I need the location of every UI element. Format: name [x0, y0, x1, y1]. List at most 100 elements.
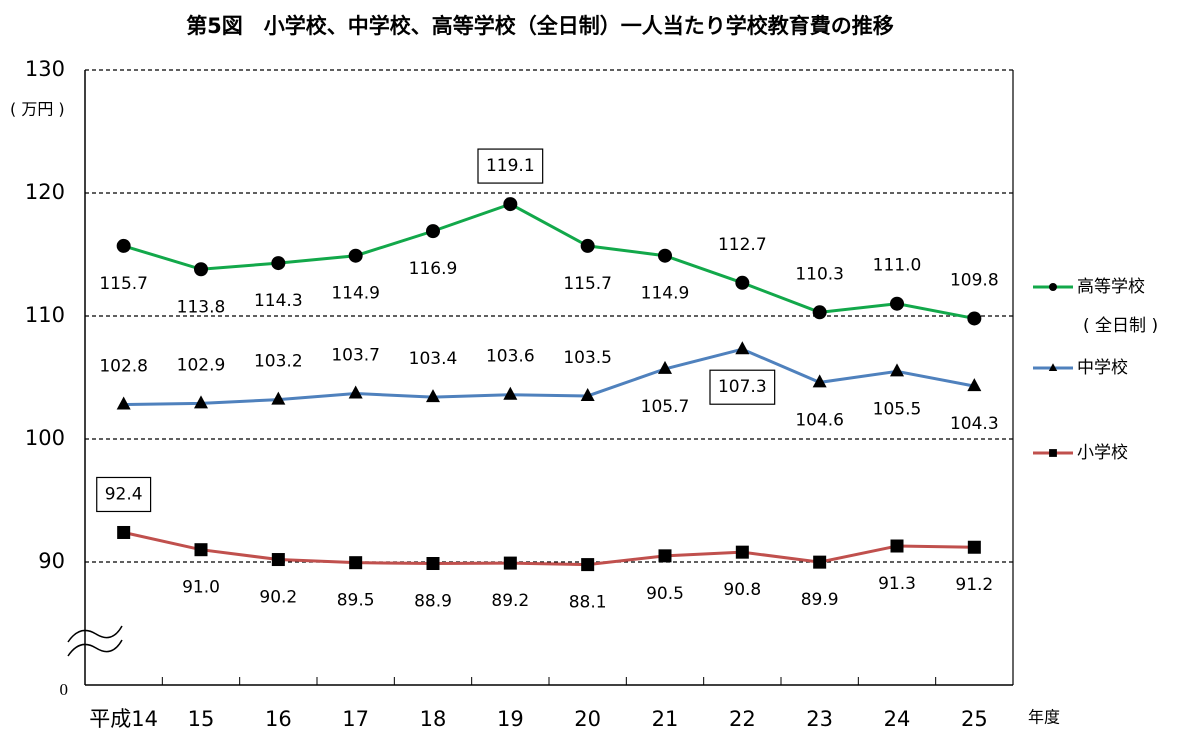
data-label: 88.1: [569, 593, 607, 613]
legend-marker: [1049, 283, 1057, 291]
point: [348, 248, 363, 263]
legend-label: 中学校: [1077, 358, 1128, 378]
legend-label: 小学校: [1077, 443, 1128, 463]
data-label: 90.8: [723, 580, 761, 600]
x-tick-label: 19: [497, 707, 524, 731]
y-tick-label: 130: [25, 57, 65, 81]
point: [194, 543, 208, 557]
label-box: [96, 476, 152, 513]
point: [735, 275, 750, 290]
data-label: 104.3: [950, 414, 999, 434]
data-label: 114.9: [331, 284, 380, 304]
data-label: 112.7: [718, 235, 767, 255]
y-tick-label: 0: [60, 680, 69, 699]
data-label: 114.3: [254, 291, 303, 311]
x-tick-label: 平成14: [89, 707, 158, 731]
point: [967, 311, 982, 326]
data-label: 107.3: [718, 377, 767, 397]
data-label: 111.0: [873, 256, 922, 276]
data-label: 119.1: [486, 156, 535, 176]
axis-break: [67, 625, 123, 657]
data-label: 102.9: [177, 355, 226, 375]
point: [658, 549, 672, 563]
data-label: 102.8: [99, 357, 148, 377]
data-label: 104.6: [795, 410, 844, 430]
point: [503, 197, 518, 212]
data-label: 115.7: [99, 274, 148, 294]
data-label: 103.5: [563, 348, 612, 368]
legend-label: 高等学校: [1077, 277, 1145, 297]
series-line: [123, 531, 975, 567]
point: [581, 558, 595, 572]
point: [426, 557, 440, 571]
point: [426, 224, 440, 239]
data-label: 109.8: [950, 270, 999, 290]
data-label: 116.9: [409, 259, 458, 279]
point: [580, 387, 595, 401]
series-line: [123, 202, 975, 320]
point: [735, 545, 749, 559]
series-line: [123, 347, 975, 407]
x-axis-label: 年度: [1028, 708, 1060, 727]
x-tick-label: 23: [806, 707, 833, 731]
x-tick-label: 24: [884, 707, 911, 731]
label-box: [709, 369, 776, 405]
data-label: 91.2: [955, 575, 993, 595]
data-label: 115.7: [563, 274, 612, 294]
y-axis-label: ( 万円 ): [10, 100, 65, 119]
data-label: 91.3: [878, 574, 916, 594]
point: [890, 363, 904, 377]
data-label: 105.7: [641, 397, 690, 417]
data-label: 103.6: [486, 347, 535, 367]
label-box: [477, 148, 544, 184]
legend-marker: [1048, 363, 1058, 371]
y-tick-label: 100: [25, 426, 65, 450]
x-tick-label: 18: [420, 707, 447, 731]
point: [271, 391, 286, 405]
point: [658, 248, 672, 263]
x-tick-label: 20: [574, 707, 601, 731]
data-label: 91.0: [182, 578, 220, 598]
point: [812, 305, 827, 320]
point: [348, 385, 363, 399]
y-tick-label: 120: [25, 180, 65, 204]
x-tick-label: 15: [188, 707, 215, 731]
data-label: 103.2: [254, 352, 303, 372]
legend-marker: [1049, 449, 1057, 457]
point: [580, 238, 595, 253]
point: [503, 556, 517, 570]
legend-note: ( 全日制 ): [1083, 316, 1158, 336]
point: [349, 556, 363, 570]
point: [194, 262, 208, 277]
point: [117, 525, 131, 539]
data-label: 114.9: [641, 284, 690, 304]
x-tick-label: 17: [342, 707, 369, 731]
chart-title: 第5図 小学校、中学校、高等学校（全日制）一人当たり学校教育費の推移: [186, 14, 894, 38]
point: [426, 389, 440, 403]
point: [812, 374, 827, 388]
point: [658, 360, 672, 374]
point: [116, 238, 131, 253]
data-label: 88.9: [414, 592, 452, 612]
y-tick-label: 110: [25, 303, 65, 327]
data-label: 89.2: [491, 591, 529, 611]
point: [735, 341, 750, 355]
y-tick-label: 90: [38, 549, 65, 573]
data-label: 92.4: [105, 484, 143, 504]
point: [813, 555, 827, 569]
point: [116, 396, 131, 410]
data-label: 105.5: [873, 399, 922, 419]
data-label: 89.5: [337, 591, 375, 611]
x-tick-label: 22: [729, 707, 756, 731]
data-label: 90.2: [259, 588, 297, 608]
point: [967, 540, 981, 554]
data-label: 90.5: [646, 584, 684, 604]
x-tick-label: 25: [961, 707, 988, 731]
data-label: 89.9: [801, 590, 839, 610]
x-tick-label: 16: [265, 707, 292, 731]
x-tick-label: 21: [652, 707, 679, 731]
point: [503, 386, 518, 400]
point: [890, 296, 904, 311]
point: [890, 539, 904, 553]
